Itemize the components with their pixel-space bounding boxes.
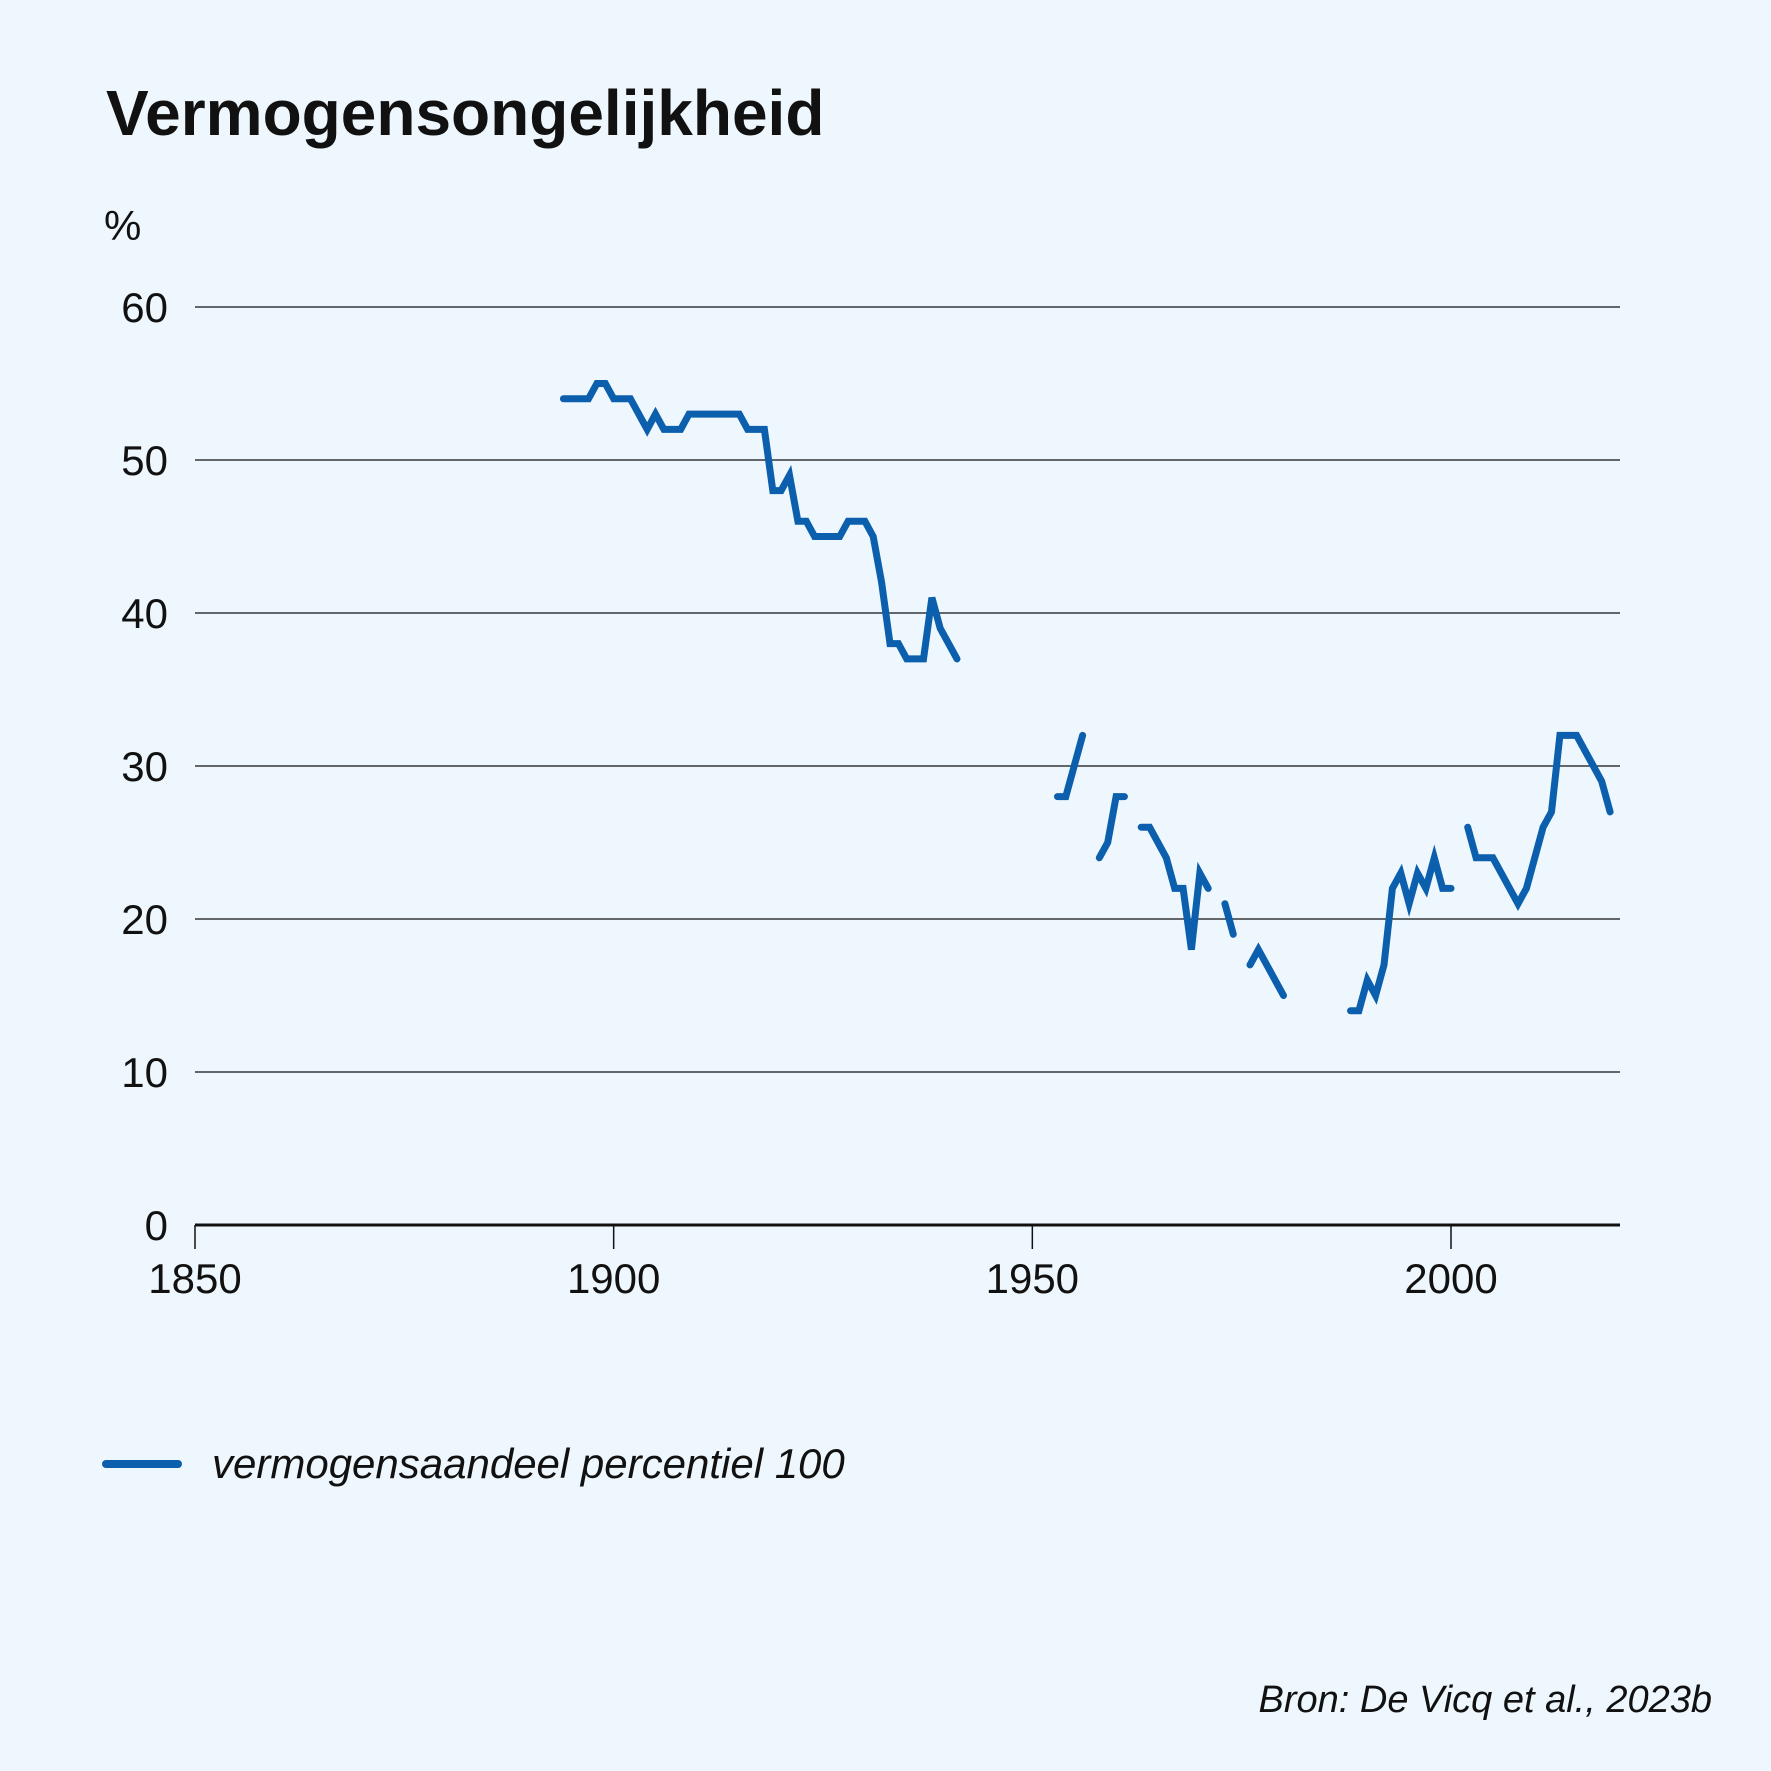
legend-label: vermogensaandeel percentiel 100 — [212, 1440, 845, 1487]
legend: vermogensaandeel percentiel 100 — [102, 1440, 845, 1487]
series-line-segment — [1347, 844, 1455, 1015]
y-tick-label: 10 — [121, 1049, 168, 1096]
source-note: Bron: De Vicq et al., 2023b — [1259, 1679, 1712, 1721]
series-line-segment — [1246, 942, 1287, 999]
chart-title: Vermogensongelijkheid — [106, 77, 824, 149]
series-line-segment — [1464, 731, 1614, 911]
series-line-segment — [1095, 793, 1128, 862]
y-tick-label: 50 — [121, 437, 168, 484]
y-tick-label: 40 — [121, 590, 168, 637]
gridlines — [195, 306, 1620, 1227]
y-tick-label: 60 — [121, 284, 168, 331]
x-tick-label: 1900 — [567, 1255, 660, 1302]
x-axis: 1850 1900 1950 2000 — [148, 1225, 1498, 1302]
x-tick-label: 1950 — [986, 1255, 1079, 1302]
y-tick-label: 0 — [145, 1202, 168, 1249]
x-tick-label: 2000 — [1404, 1255, 1497, 1302]
y-axis: 0 10 20 30 40 50 60 — [121, 284, 168, 1249]
y-tick-label: 30 — [121, 743, 168, 790]
series-line-segment — [1054, 731, 1087, 801]
series-lines — [559, 380, 1614, 1015]
x-tick-label: 1850 — [148, 1255, 241, 1302]
y-tick-label: 20 — [121, 896, 168, 943]
series-line-segment — [1221, 900, 1237, 938]
series-line-segment — [559, 380, 961, 663]
series-line-segment — [1137, 823, 1212, 951]
y-axis-unit-label: % — [104, 202, 141, 249]
